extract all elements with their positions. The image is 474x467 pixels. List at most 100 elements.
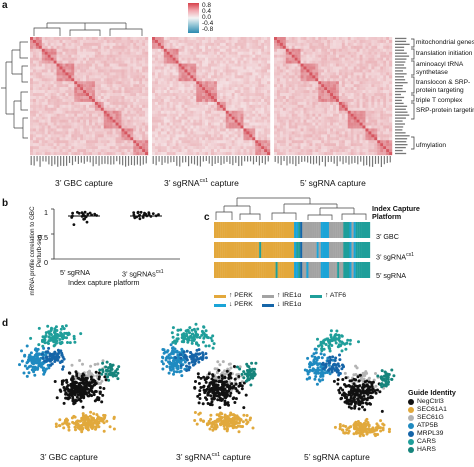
heatmap-cell: [258, 128, 262, 132]
heatmap-cell: [344, 131, 348, 135]
heatmap-cell: [208, 45, 212, 49]
heatmap-cell: [59, 96, 63, 100]
heatmap-cell: [184, 37, 188, 41]
heatmap-cell: [276, 60, 281, 64]
heatmap-cell: [127, 137, 131, 141]
heatmap-cell: [160, 72, 164, 76]
heatmap-cell: [59, 113, 63, 117]
heatmap-cell: [344, 69, 348, 73]
heatmap-cell: [41, 63, 45, 67]
heatmap-cell: [163, 110, 167, 114]
heatmap-cell: [350, 101, 354, 106]
heatmap-cell: [59, 66, 63, 70]
heatmap-cell: [330, 63, 334, 67]
heatmap-cell: [264, 125, 268, 129]
heatmap-cell: [213, 84, 218, 88]
heatmap-cell: [306, 72, 310, 76]
heatmap-cell: [38, 131, 42, 135]
gene-label-tick: [395, 37, 407, 40]
heatmap-cell: [112, 96, 116, 100]
heatmap-cell: [312, 45, 316, 49]
heatmap-cell: [145, 137, 149, 141]
heatmap-cell: [234, 107, 238, 111]
heatmap-cell: [30, 45, 34, 49]
heatmap-cell: [133, 42, 137, 47]
heatmap-cell: [68, 63, 72, 67]
heatmap-cell: [136, 90, 140, 94]
heatmap-cell: [32, 87, 37, 91]
heatmap-cell: [330, 113, 334, 117]
heatmap-cell: [243, 93, 247, 97]
heatmap-cell: [371, 81, 375, 85]
heatmap-cell: [187, 90, 191, 94]
heatmap-cell: [225, 48, 229, 52]
heatmap-cell: [47, 107, 51, 111]
gene-xlabel-tick: [179, 156, 181, 167]
heatmap-cell: [181, 90, 185, 94]
heatmap-cell: [335, 113, 340, 117]
heatmap-cell: [160, 149, 164, 153]
heatmap-cell: [297, 63, 301, 67]
heatmap-cell: [309, 69, 313, 73]
heatmap-cell: [163, 72, 167, 76]
heatmap-cell: [160, 107, 164, 111]
heatmap-cell: [228, 119, 232, 123]
heatmap-cell: [324, 125, 328, 129]
heatmap-cell: [330, 143, 334, 147]
heatmap-cell: [276, 122, 281, 126]
gene-xlabel-tick: [298, 156, 300, 165]
heatmap-cell: [190, 45, 194, 49]
heatmap-cell: [300, 98, 304, 103]
heatmap-cell: [213, 125, 218, 129]
heatmap-cell: [234, 75, 238, 79]
heatmap-cell: [190, 107, 194, 111]
heatmap-cell: [139, 42, 143, 47]
heatmap-cell: [97, 37, 101, 41]
heatmap-cell: [56, 54, 60, 58]
heatmap-cell: [216, 69, 221, 73]
heatmap-cell: [240, 143, 244, 147]
gene-label-tick: [395, 64, 405, 66]
heatmap-cell: [327, 101, 331, 106]
heatmap-cell: [202, 84, 206, 88]
heatmap-cell: [327, 72, 331, 76]
heatmap-cell: [106, 113, 110, 117]
gene-label-tick: [395, 49, 405, 51]
heatmap-cell: [169, 66, 173, 70]
heatmap-cell: [225, 143, 229, 147]
heatmap-cell: [338, 107, 343, 111]
heatmap-cell: [371, 66, 375, 70]
heatmap-cell: [222, 87, 226, 91]
heatmap-cell: [365, 66, 369, 70]
heatmap-cell: [38, 39, 42, 44]
heatmap-cell: [38, 119, 42, 123]
gene-xlabel-tick: [274, 156, 276, 162]
heatmap-cell: [312, 104, 316, 108]
heatmap-cell: [184, 45, 188, 49]
heatmap-cell: [350, 104, 354, 108]
heatmap-cell: [65, 96, 69, 100]
heatmap-cell: [199, 119, 203, 123]
heatmap-cell: [32, 48, 37, 52]
heatmap-cell: [341, 78, 345, 82]
heatmap-cell: [118, 96, 122, 100]
heatmap-cell: [211, 90, 215, 94]
heatmap-cell: [347, 152, 351, 156]
heatmap-cell: [309, 122, 313, 126]
heatmap-cell: [169, 60, 173, 64]
gene-xlabel-tick: [360, 156, 362, 162]
heatmap-cell: [243, 60, 247, 64]
heatmap-cell: [65, 113, 69, 117]
heatmap-cell: [94, 96, 99, 100]
heatmap-cell: [59, 134, 63, 138]
heatmap-cell: [291, 146, 295, 150]
heatmap-cell: [291, 60, 295, 64]
heatmap-cell: [282, 122, 286, 126]
heatmap-cell: [291, 75, 295, 79]
heatmap-cell: [371, 54, 375, 58]
heatmap-cell: [59, 54, 63, 58]
heatmap-cell: [121, 78, 125, 82]
heatmap-cell: [368, 131, 372, 135]
heatmap-cell: [109, 54, 113, 58]
heatmap-cell: [53, 143, 57, 147]
